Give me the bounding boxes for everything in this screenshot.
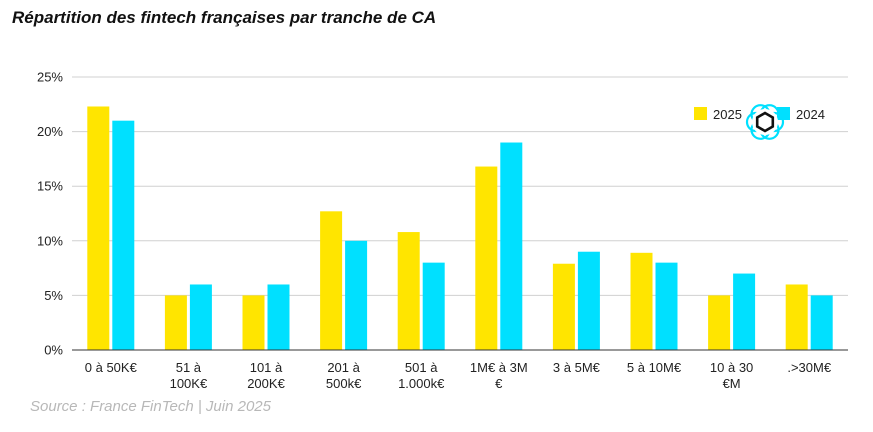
bar-2025 bbox=[785, 284, 808, 350]
bar-2024 bbox=[189, 284, 212, 350]
x-tick-label: 0 à 50K€ bbox=[85, 360, 138, 375]
bar-2024 bbox=[733, 273, 756, 350]
y-axis-ticks: 0% 5% 10% 15% 20% 25% bbox=[37, 70, 63, 358]
y-tick-label: 15% bbox=[37, 179, 63, 194]
x-tick-label: 201 à 500k€ bbox=[326, 360, 362, 391]
bar-2025 bbox=[475, 166, 498, 350]
y-tick-label: 0% bbox=[44, 343, 63, 358]
legend-label-2025: 2025 bbox=[713, 107, 742, 122]
bar-2024 bbox=[422, 262, 445, 350]
x-axis-ticks: 0 à 50K€ 51 à 100K€ 101 à 200K€ 201 à 500k€ 501… bbox=[85, 360, 832, 391]
y-tick-label: 5% bbox=[44, 288, 63, 303]
bar-2025 bbox=[87, 106, 110, 350]
x-tick-label: 3 à 5M€ bbox=[553, 360, 601, 375]
bar-2024 bbox=[655, 262, 678, 350]
legend: 2025 2024 bbox=[694, 107, 825, 122]
hexagon-flower-logo-icon bbox=[745, 104, 785, 140]
bar-2024 bbox=[267, 284, 290, 350]
bar-2025 bbox=[242, 295, 265, 350]
bar-2024 bbox=[345, 240, 368, 350]
bar-2024 bbox=[500, 142, 523, 350]
bar-2024 bbox=[577, 251, 600, 350]
bar-2025 bbox=[164, 295, 187, 350]
x-tick-label: 501 à 1.000k€ bbox=[398, 360, 445, 391]
y-tick-label: 25% bbox=[37, 70, 63, 85]
bar-2025 bbox=[552, 263, 575, 350]
legend-label-2024: 2024 bbox=[796, 107, 825, 122]
y-tick-label: 20% bbox=[37, 124, 63, 139]
x-tick-label: .>30M€ bbox=[787, 360, 831, 375]
bar-2024 bbox=[810, 295, 833, 350]
chart-title: Répartition des fintech françaises par t… bbox=[12, 8, 437, 27]
logo-hexagon bbox=[755, 111, 775, 133]
bar-2025 bbox=[630, 252, 653, 350]
x-tick-label: 10 à 30 €M bbox=[710, 360, 753, 391]
source-note: Source : France FinTech | Juin 2025 bbox=[30, 398, 271, 415]
bar-2025 bbox=[708, 295, 731, 350]
x-tick-label: 51 à 100K€ bbox=[170, 360, 208, 391]
bar-2025 bbox=[320, 211, 343, 350]
y-tick-label: 10% bbox=[37, 233, 63, 248]
x-tick-label: 1M€ à 3M € bbox=[470, 360, 528, 391]
x-tick-label: 101 à 200K€ bbox=[247, 360, 285, 391]
bars bbox=[87, 106, 833, 351]
legend-swatch-2025 bbox=[694, 107, 707, 120]
bar-2025 bbox=[397, 232, 420, 350]
bar-2024 bbox=[112, 120, 135, 351]
x-tick-label: 5 à 10M€ bbox=[627, 360, 682, 375]
